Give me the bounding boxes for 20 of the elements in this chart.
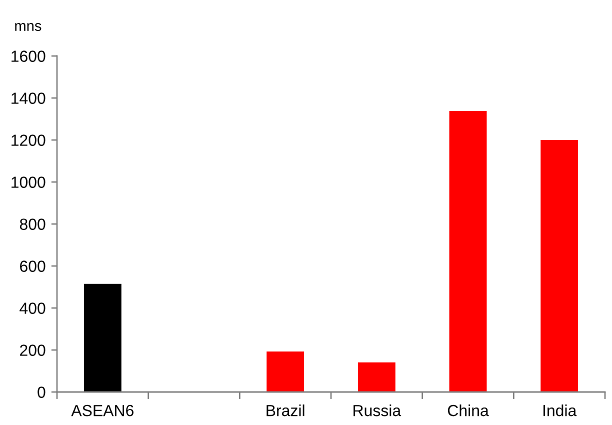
x-tick-label: India bbox=[543, 404, 577, 416]
y-tick-label: 1600 bbox=[12, 50, 46, 62]
bar bbox=[266, 351, 304, 392]
y-tick-label: 400 bbox=[20, 302, 46, 314]
y-tick-label: 1200 bbox=[12, 134, 46, 146]
bar bbox=[84, 284, 122, 392]
x-tick-label: Brazil bbox=[266, 404, 304, 416]
y-tick-label: 800 bbox=[20, 218, 46, 230]
y-axis-title: mns bbox=[15, 23, 42, 32]
bar bbox=[540, 140, 578, 392]
x-tick-label: China bbox=[448, 404, 489, 416]
bar bbox=[449, 111, 487, 392]
bar bbox=[358, 362, 396, 392]
y-tick-label: 0 bbox=[38, 386, 46, 398]
y-tick-label: 1400 bbox=[12, 92, 46, 104]
y-tick-label: 200 bbox=[20, 344, 46, 356]
x-tick-label: Russia bbox=[354, 404, 402, 416]
y-tick-label: 1000 bbox=[12, 176, 46, 188]
y-tick-label: 600 bbox=[20, 260, 46, 272]
x-tick-label: ASEAN6 bbox=[71, 404, 134, 416]
